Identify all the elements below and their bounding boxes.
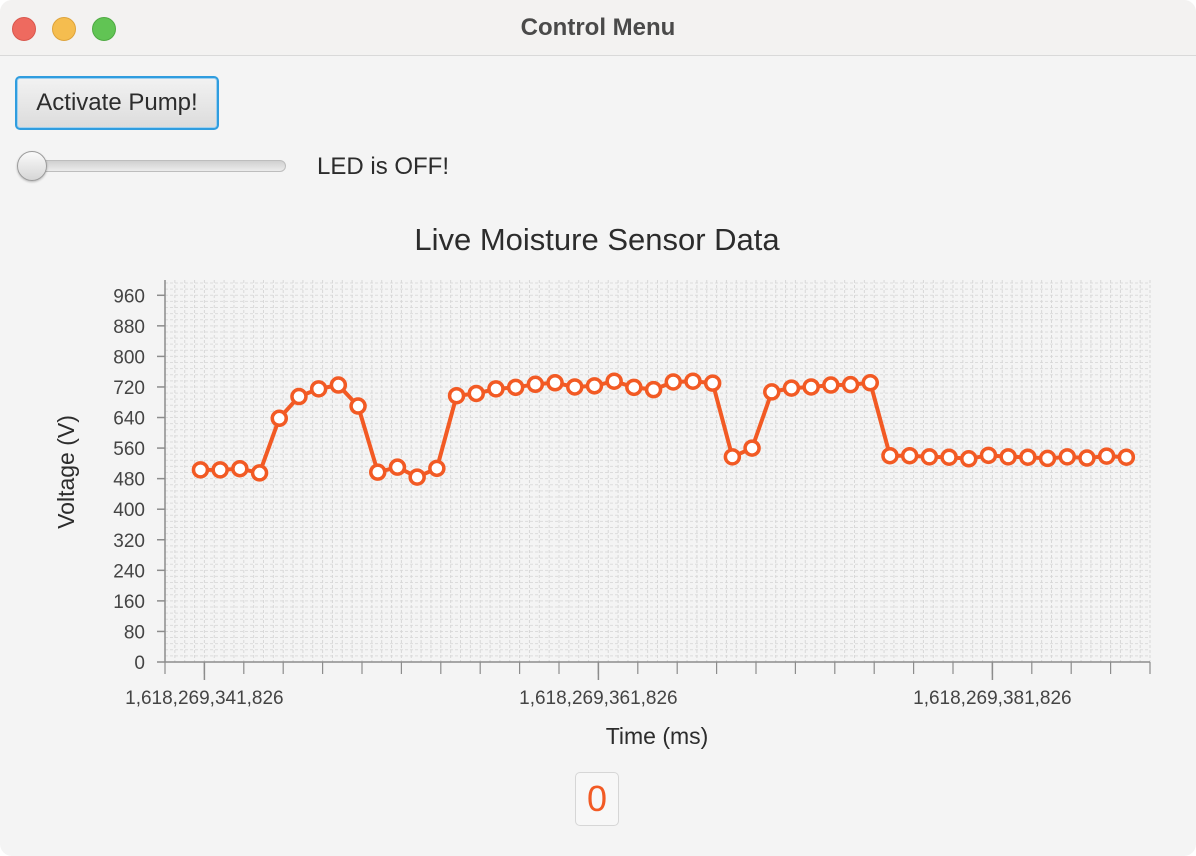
data-point — [940, 448, 958, 466]
data-point — [487, 380, 505, 398]
chart-axes — [164, 280, 1150, 663]
y-tick-label: 480 — [113, 470, 145, 491]
y-tick-label: 400 — [113, 500, 145, 521]
y-tick-label: 880 — [113, 317, 145, 338]
data-point — [1078, 449, 1096, 467]
y-tick-label: 80 — [124, 622, 145, 643]
data-point — [782, 379, 801, 397]
led-status-label: LED is OFF! — [317, 153, 450, 180]
data-point — [566, 378, 584, 396]
data-point — [369, 463, 387, 481]
zoom-window-button[interactable] — [92, 17, 116, 41]
data-point — [467, 384, 486, 403]
y-tick-label: 560 — [113, 439, 145, 460]
data-point — [684, 372, 702, 390]
data-point — [644, 380, 663, 399]
y-tick-label: 800 — [113, 347, 145, 368]
data-point — [703, 374, 722, 392]
data-point — [881, 446, 899, 465]
data-point — [802, 378, 820, 396]
minimize-window-button[interactable] — [52, 17, 76, 41]
data-point — [625, 378, 643, 397]
data-point — [1019, 448, 1037, 466]
data-point — [211, 461, 229, 479]
y-tick-label: 320 — [113, 531, 145, 552]
led-slider-track[interactable] — [18, 160, 286, 172]
data-point — [1097, 447, 1116, 465]
activate-pump-button[interactable]: Activate Pump! — [15, 76, 219, 130]
window-title: Control Menu — [520, 14, 676, 41]
data-point — [1058, 448, 1077, 466]
data-point — [447, 386, 466, 405]
data-point — [841, 375, 860, 394]
data-point — [191, 461, 210, 479]
data-point — [920, 448, 939, 466]
data-point — [723, 448, 742, 466]
data-point — [526, 375, 545, 394]
x-tick-label: 1,618,269,361,826 — [519, 688, 678, 709]
y-tick-label: 640 — [113, 409, 145, 430]
data-point — [664, 373, 683, 391]
x-axis-ticks: 1,618,269,341,826 1,618,269,361,826 1,618,… — [125, 662, 1151, 709]
y-tick-label: 240 — [113, 561, 145, 582]
data-point — [960, 450, 978, 468]
counter-display: 0 — [575, 772, 619, 826]
data-point — [428, 459, 446, 478]
moisture-line-chart: Live Moisture Sensor Data 0 80 160 240 320 40… — [53, 222, 1151, 749]
y-tick-label: 160 — [113, 592, 145, 613]
y-tick-label: 720 — [113, 378, 145, 399]
data-point — [270, 409, 289, 428]
y-axis-label: Voltage (V) — [53, 415, 79, 529]
data-point — [388, 458, 407, 476]
data-point — [546, 374, 564, 392]
data-point — [329, 376, 348, 394]
x-axis-label: Time (ms) — [606, 723, 709, 749]
close-window-button[interactable] — [12, 17, 36, 41]
data-point — [290, 387, 308, 406]
x-tick-label: 1,618,269,341,826 — [125, 688, 284, 709]
x-tick-label: 1,618,269,381,826 — [913, 688, 1072, 709]
data-point — [605, 372, 623, 390]
data-point — [1117, 448, 1136, 466]
series-points — [191, 372, 1136, 486]
data-point — [231, 459, 249, 478]
data-point — [349, 397, 367, 415]
chart-title: Live Moisture Sensor Data — [414, 222, 780, 257]
y-axis-ticks: 0 80 160 240 320 400 480 560 640 720 800 880 960 — [113, 286, 165, 674]
led-slider-thumb[interactable] — [17, 151, 47, 181]
data-point — [1038, 449, 1057, 468]
title-bar: Control Menu — [0, 0, 1196, 56]
y-tick-label: 0 — [134, 653, 145, 674]
data-point — [763, 383, 781, 401]
data-point — [999, 448, 1017, 466]
data-point — [743, 439, 761, 457]
data-point — [822, 376, 840, 394]
data-point — [250, 464, 269, 482]
data-point — [585, 377, 604, 395]
data-point — [506, 378, 525, 397]
data-point — [861, 374, 880, 392]
data-point — [408, 468, 426, 486]
data-point — [979, 446, 998, 465]
chart-grid — [164, 280, 1151, 663]
y-tick-label: 960 — [113, 286, 145, 307]
data-point — [900, 446, 919, 465]
data-point — [309, 380, 328, 398]
